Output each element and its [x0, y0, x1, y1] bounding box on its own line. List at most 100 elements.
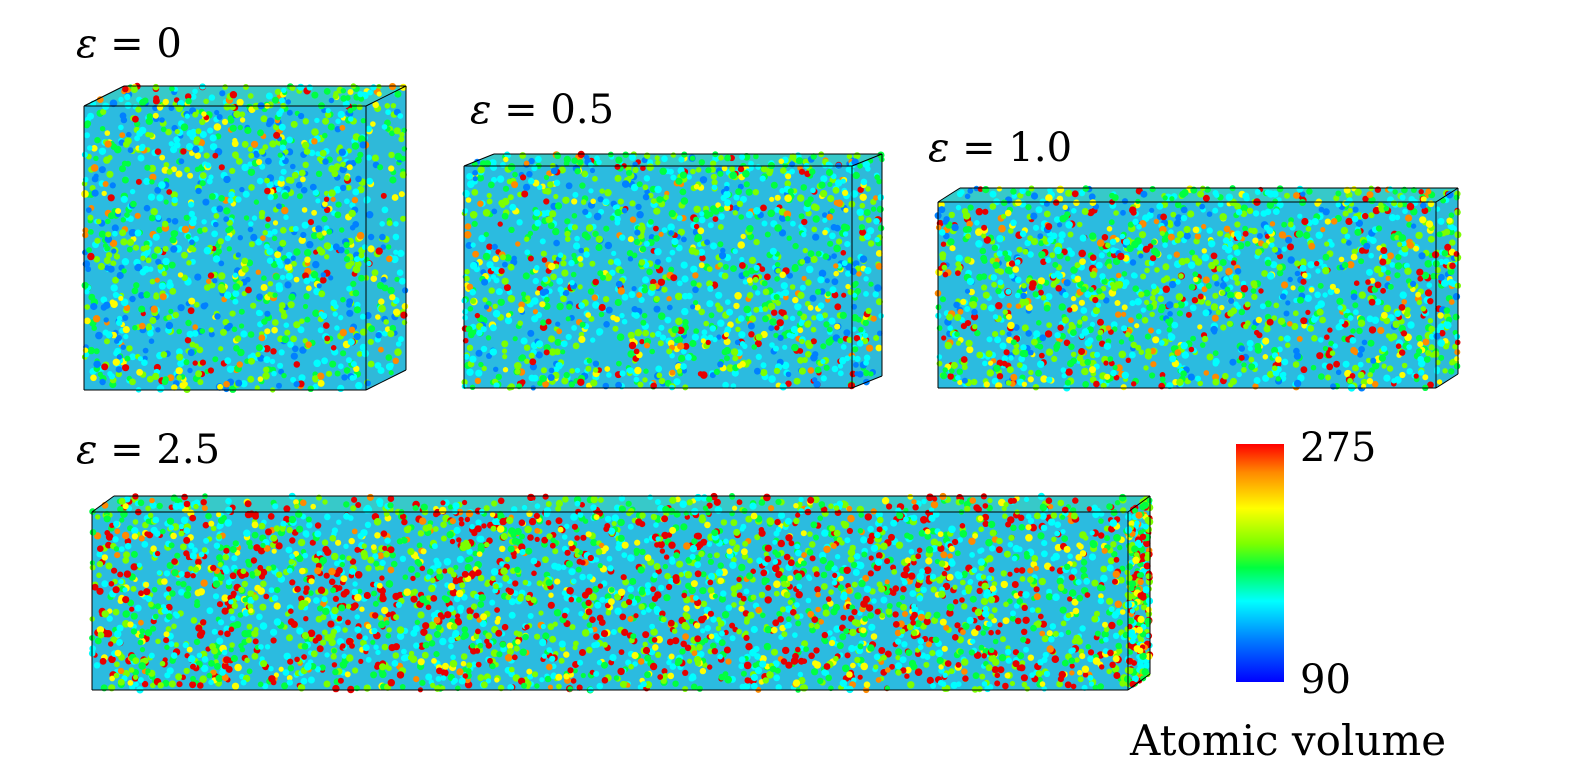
atom	[955, 270, 961, 276]
atom	[615, 260, 622, 266]
atom	[846, 153, 853, 160]
atom	[497, 221, 503, 227]
atom	[1224, 286, 1231, 293]
atom	[1037, 277, 1046, 285]
atom	[866, 344, 874, 352]
atom	[1281, 371, 1287, 378]
atom	[663, 194, 669, 201]
atom	[1081, 328, 1090, 336]
atom	[1287, 243, 1294, 251]
atom	[99, 126, 106, 132]
atom	[327, 123, 335, 131]
atom	[281, 192, 289, 200]
atom	[874, 237, 880, 243]
atom	[512, 171, 518, 178]
atom	[520, 337, 528, 345]
atom	[745, 211, 754, 219]
atom	[1416, 268, 1424, 276]
atom	[322, 132, 328, 139]
atom	[1016, 246, 1023, 253]
atom	[1010, 373, 1018, 381]
atom	[1297, 285, 1305, 293]
atom	[1317, 300, 1325, 308]
atom	[1212, 378, 1220, 386]
atom	[521, 291, 527, 297]
atom	[153, 292, 159, 298]
atom	[1203, 370, 1210, 376]
atom	[858, 224, 866, 231]
atom	[617, 287, 625, 295]
atom	[189, 218, 197, 227]
atom	[1006, 366, 1014, 374]
atom	[1303, 231, 1311, 239]
atom	[812, 233, 820, 241]
atom	[1217, 230, 1224, 237]
atom	[1130, 209, 1137, 216]
atom	[797, 194, 805, 202]
atom	[237, 235, 243, 241]
atom	[724, 199, 732, 207]
atom	[490, 163, 498, 171]
atom	[1062, 204, 1068, 210]
atom	[797, 348, 804, 354]
atom	[231, 682, 240, 690]
atom	[587, 288, 595, 295]
atom	[1366, 268, 1373, 276]
atom	[1070, 351, 1077, 358]
atom	[1391, 200, 1397, 207]
atom	[343, 175, 350, 181]
atom	[271, 228, 278, 235]
atom	[988, 360, 994, 366]
atom	[281, 206, 289, 215]
atom	[112, 291, 119, 299]
atom	[805, 340, 812, 347]
atom	[150, 208, 158, 216]
atom	[855, 316, 862, 323]
atom	[592, 360, 600, 367]
atom	[621, 318, 628, 325]
atom	[1347, 315, 1354, 321]
atom	[598, 303, 606, 312]
atom	[1003, 349, 1010, 356]
atom	[798, 224, 804, 230]
atom	[192, 145, 200, 154]
atom	[83, 122, 90, 129]
atom	[944, 341, 952, 350]
atom	[466, 173, 473, 180]
atom	[1366, 315, 1374, 323]
atom	[782, 344, 788, 350]
atom	[747, 322, 755, 330]
atom	[139, 322, 146, 330]
atom	[1027, 376, 1034, 383]
atom	[471, 220, 478, 227]
atom	[1350, 293, 1358, 301]
atom	[1236, 234, 1242, 241]
atom	[735, 188, 742, 196]
atom	[1369, 237, 1377, 245]
atom	[964, 288, 971, 294]
atom	[717, 361, 724, 368]
atom	[1238, 308, 1246, 316]
atom	[649, 332, 656, 338]
atom	[1167, 222, 1174, 228]
atom	[1316, 308, 1324, 316]
atom	[1352, 206, 1359, 213]
atom	[628, 291, 636, 299]
atom	[961, 377, 968, 384]
atom	[1144, 299, 1150, 306]
atom	[743, 305, 751, 314]
atom	[690, 280, 697, 287]
atom	[1187, 373, 1195, 381]
atom	[352, 289, 360, 297]
atom	[517, 320, 523, 327]
atom	[1143, 365, 1149, 371]
atom	[469, 288, 477, 296]
atom	[376, 91, 382, 97]
atom	[717, 319, 725, 327]
atom	[469, 384, 476, 390]
atom	[135, 106, 142, 113]
atom	[570, 271, 577, 278]
atom	[501, 348, 508, 354]
atom	[1162, 195, 1168, 201]
atom	[960, 323, 968, 330]
